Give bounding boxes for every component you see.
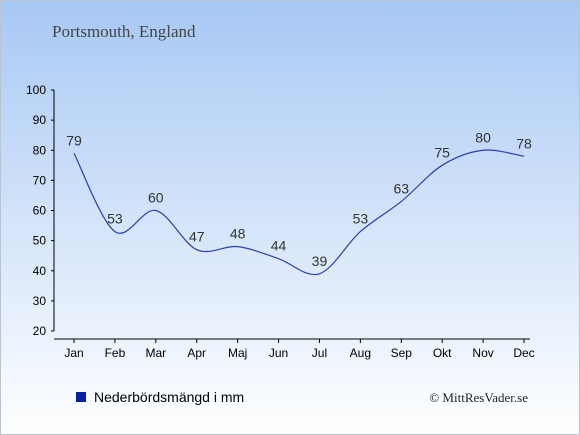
axes: 20 30 40 50 60 70 80 90 100 Jan Feb Mar Apr Maj Jun Jul… [26, 83, 535, 360]
legend-swatch [76, 392, 86, 402]
data-label: 53 [353, 211, 369, 227]
y-tick-label: 20 [33, 324, 47, 338]
data-label: 44 [271, 238, 287, 254]
x-tick-label: Jul [312, 346, 327, 360]
plot-area: 79 53 60 47 48 44 39 53 63 75 80 78 [66, 129, 532, 276]
series-line [73, 149, 525, 276]
credit-text: © MittResVader.se [429, 390, 528, 405]
data-label: 79 [66, 132, 82, 148]
chart-title: Portsmouth, England [52, 22, 196, 41]
data-label: 78 [516, 135, 532, 151]
x-tick-label: Nov [472, 346, 493, 360]
x-tick-label: Jun [269, 346, 288, 360]
data-label: 39 [312, 253, 328, 269]
data-label: 63 [393, 180, 409, 196]
y-tick-label: 90 [33, 113, 47, 127]
y-tick-label: 60 [33, 204, 47, 218]
data-label: 47 [189, 229, 205, 245]
y-tick-label: 40 [33, 264, 47, 278]
data-label: 53 [107, 211, 123, 227]
x-tick-label: Sep [391, 346, 413, 360]
x-tick-label: Jan [64, 346, 83, 360]
x-tick-label: Dec [513, 346, 534, 360]
y-tick-label: 50 [33, 234, 47, 248]
x-tick-label: Okt [433, 346, 452, 360]
y-tick-label: 30 [33, 294, 47, 308]
y-tick-label: 100 [26, 83, 46, 97]
legend-label: Nederbördsmängd i mm [94, 389, 244, 405]
y-tick-label: 80 [33, 143, 47, 157]
data-label: 80 [475, 129, 491, 145]
x-tick-label: Apr [187, 346, 206, 360]
x-tick-label: Mar [145, 346, 166, 360]
data-label: 75 [434, 144, 450, 160]
x-tick-label: Feb [105, 346, 126, 360]
x-tick-label: Maj [228, 346, 247, 360]
y-tick-label: 70 [33, 173, 47, 187]
data-label: 48 [230, 226, 246, 242]
x-tick-label: Aug [350, 346, 371, 360]
data-label: 60 [148, 190, 164, 206]
